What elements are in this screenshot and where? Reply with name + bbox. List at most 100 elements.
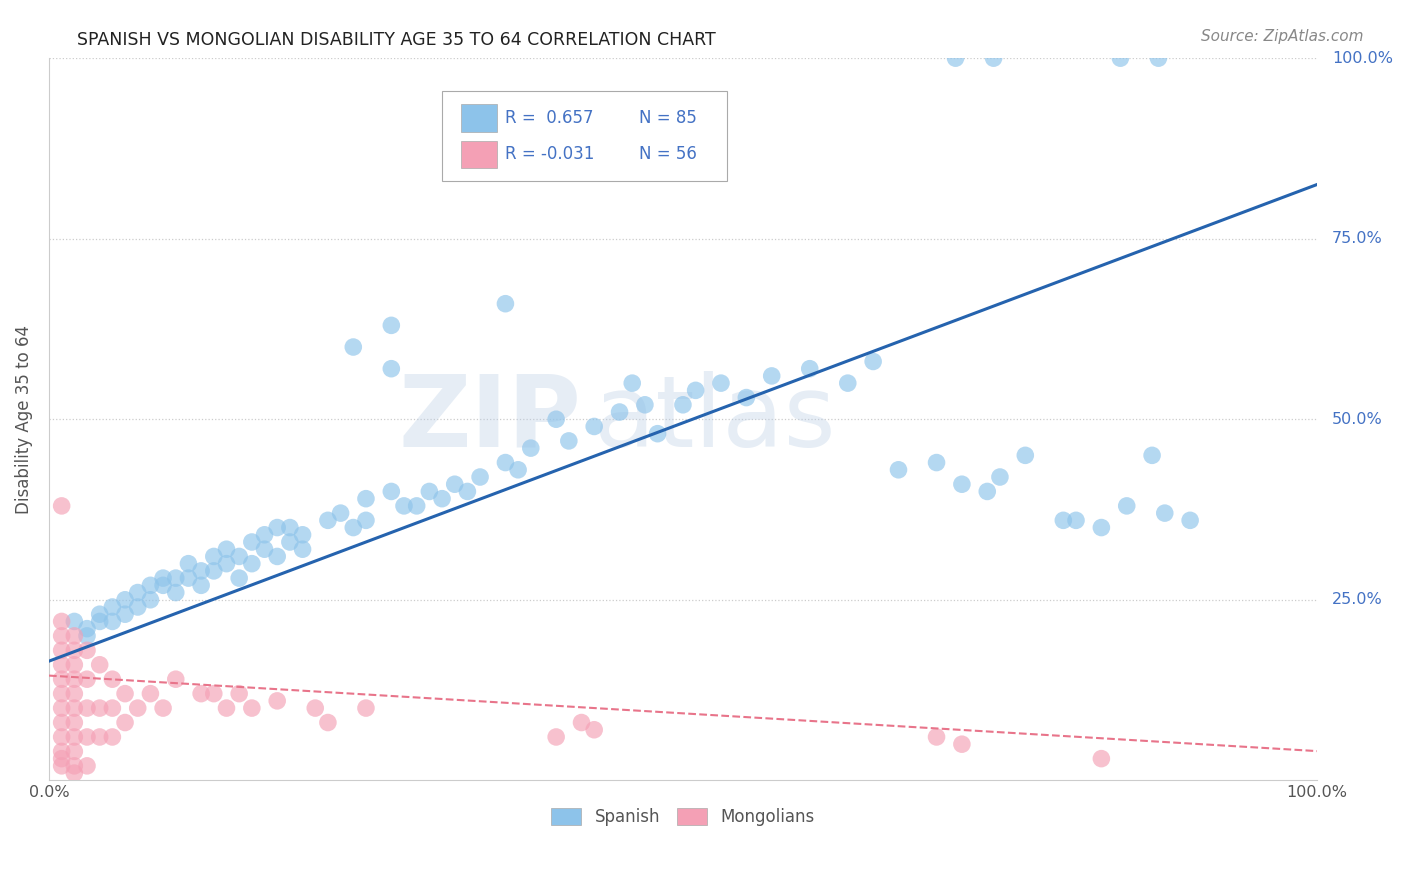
Point — [799, 361, 821, 376]
Point — [139, 578, 162, 592]
Text: R =  0.657: R = 0.657 — [505, 109, 593, 128]
Point — [63, 730, 86, 744]
Point — [1014, 448, 1036, 462]
Point — [101, 615, 124, 629]
Point — [950, 477, 973, 491]
Point — [761, 368, 783, 383]
Point — [76, 672, 98, 686]
Point — [51, 499, 73, 513]
Point — [190, 578, 212, 592]
Point — [887, 463, 910, 477]
Point — [380, 484, 402, 499]
Point — [950, 737, 973, 751]
Point — [202, 549, 225, 564]
Point — [304, 701, 326, 715]
Point — [443, 477, 465, 491]
Point — [558, 434, 581, 448]
Point — [51, 629, 73, 643]
Point — [63, 687, 86, 701]
Point — [63, 715, 86, 730]
Point — [51, 751, 73, 765]
Point — [51, 759, 73, 773]
Point — [380, 361, 402, 376]
Point — [456, 484, 478, 499]
Point — [240, 535, 263, 549]
Point — [76, 643, 98, 657]
Point — [418, 484, 440, 499]
Point — [316, 715, 339, 730]
Point — [354, 491, 377, 506]
Point — [215, 557, 238, 571]
Point — [508, 463, 530, 477]
Point — [710, 376, 733, 391]
Point — [278, 535, 301, 549]
Point — [278, 520, 301, 534]
Text: Source: ZipAtlas.com: Source: ZipAtlas.com — [1201, 29, 1364, 44]
Point — [63, 701, 86, 715]
Text: 75.0%: 75.0% — [1331, 231, 1384, 246]
Text: 25.0%: 25.0% — [1331, 592, 1384, 607]
Point — [76, 759, 98, 773]
Point — [228, 687, 250, 701]
Point — [1052, 513, 1074, 527]
Point — [63, 615, 86, 629]
Point — [101, 599, 124, 614]
Point — [354, 513, 377, 527]
Point — [152, 578, 174, 592]
Point — [89, 607, 111, 622]
Point — [925, 456, 948, 470]
Point — [215, 701, 238, 715]
Point — [89, 615, 111, 629]
FancyBboxPatch shape — [461, 104, 496, 132]
Point — [165, 571, 187, 585]
Point — [342, 520, 364, 534]
Point — [51, 715, 73, 730]
Point — [127, 701, 149, 715]
Point — [228, 549, 250, 564]
Point — [51, 701, 73, 715]
Point — [291, 542, 314, 557]
Point — [139, 592, 162, 607]
Point — [152, 571, 174, 585]
Point — [114, 592, 136, 607]
Legend: Spanish, Mongolians: Spanish, Mongolians — [551, 808, 814, 826]
Point — [114, 607, 136, 622]
Point — [494, 456, 516, 470]
Point — [621, 376, 644, 391]
Point — [51, 615, 73, 629]
Point — [240, 701, 263, 715]
Point — [51, 643, 73, 657]
FancyBboxPatch shape — [441, 91, 727, 181]
Point — [1153, 506, 1175, 520]
Point — [228, 571, 250, 585]
Point — [51, 730, 73, 744]
Point — [925, 730, 948, 744]
Point — [380, 318, 402, 333]
Point — [571, 715, 593, 730]
Point — [101, 672, 124, 686]
Point — [177, 557, 200, 571]
Point — [329, 506, 352, 520]
Text: N = 85: N = 85 — [638, 109, 696, 128]
Point — [291, 528, 314, 542]
Point — [51, 672, 73, 686]
Point — [127, 585, 149, 599]
Point — [101, 730, 124, 744]
Text: R = -0.031: R = -0.031 — [505, 145, 595, 163]
Text: SPANISH VS MONGOLIAN DISABILITY AGE 35 TO 64 CORRELATION CHART: SPANISH VS MONGOLIAN DISABILITY AGE 35 T… — [77, 31, 716, 49]
Point — [430, 491, 453, 506]
Text: 100.0%: 100.0% — [1331, 51, 1393, 66]
Point — [101, 701, 124, 715]
Point — [63, 643, 86, 657]
Point — [354, 701, 377, 715]
Point — [127, 599, 149, 614]
Point — [468, 470, 491, 484]
Point — [392, 499, 415, 513]
Point — [316, 513, 339, 527]
Point — [837, 376, 859, 391]
Point — [63, 657, 86, 672]
Point — [583, 419, 606, 434]
Point — [89, 730, 111, 744]
Point — [634, 398, 657, 412]
Point — [253, 542, 276, 557]
